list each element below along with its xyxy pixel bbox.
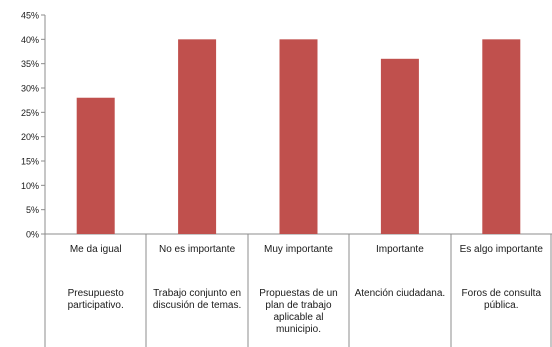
bar-layer	[76, 39, 521, 235]
x-tick-label-item: Trabajo conjunto en discusión de temas.	[152, 288, 242, 311]
bar	[279, 39, 318, 235]
x-tick-label-rating: No es importante	[159, 244, 236, 255]
bar	[482, 39, 521, 235]
y-tick-label: 30%	[21, 84, 39, 94]
y-tick-label: 5%	[26, 205, 39, 215]
x-tick-label-rating: Me da igual	[69, 244, 122, 255]
x-tick-label-item: Foros de consulta pública.	[461, 288, 542, 311]
bar	[76, 97, 115, 234]
y-tick-label: 25%	[21, 108, 39, 118]
y-tick-label: 35%	[21, 59, 39, 69]
x-tick-label-item: Presupuesto participativo.	[67, 288, 124, 311]
y-tick-label: 10%	[21, 181, 39, 191]
x-tick-label-rating: Importante	[375, 244, 424, 255]
y-tick-label: 45%	[21, 11, 39, 21]
y-tick-label: 20%	[21, 132, 39, 142]
y-tick-label: 40%	[21, 35, 39, 45]
y-tick-label: 0%	[26, 230, 39, 240]
y-tick-label: 15%	[21, 157, 39, 167]
x-tick-label-rating: Muy importante	[264, 244, 333, 255]
bar	[380, 58, 419, 234]
bar	[178, 39, 217, 235]
x-tick-label-item: Propuestas de un plan de trabajo aplicab…	[259, 288, 338, 335]
x-tick-label-item: Atención ciudadana.	[354, 288, 446, 299]
x-tick-label-rating: Es algo importante	[459, 244, 543, 255]
